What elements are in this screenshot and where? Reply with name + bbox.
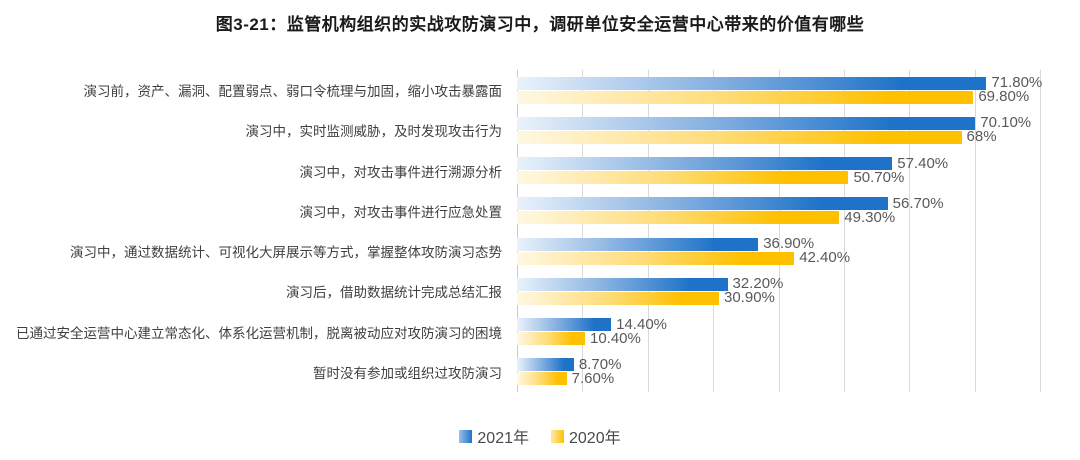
gridline-70 xyxy=(974,70,976,392)
category-label: 演习中，实时监测威胁，及时发现攻击行为 xyxy=(245,124,503,140)
bar-2020年-row8 xyxy=(517,372,567,386)
category-label: 演习中，对攻击事件进行溯源分析 xyxy=(299,164,503,180)
legend-swatch-2020-icon xyxy=(551,429,564,443)
bar-2020年-row6 xyxy=(517,291,719,305)
legend-item-2020: 2020年 xyxy=(551,424,621,448)
bar-2021年-row4 xyxy=(517,197,888,211)
value-label-2020年-row3: 50.70% xyxy=(853,168,905,186)
bar-2020年-row5 xyxy=(517,251,795,265)
legend-swatch-2021-icon xyxy=(459,429,473,443)
gridline-10 xyxy=(582,70,584,392)
category-label: 演习中，通过数据统计、可视化大屏展示等方式，掌握整体攻防演习态势 xyxy=(70,245,502,261)
value-label-2021年-row8: 8.70% xyxy=(578,355,622,373)
gridline-30 xyxy=(713,70,715,392)
value-label-2020年-row8: 7.60% xyxy=(571,369,615,387)
bar-2021年-row7 xyxy=(517,318,612,332)
value-label-2021年-row6: 32.20% xyxy=(732,275,784,293)
y-axis-line xyxy=(517,70,518,392)
value-label-2020年-row1: 69.80% xyxy=(978,88,1030,106)
legend: 2021年 2020年 xyxy=(0,424,1080,448)
value-label-2021年-row4: 56.70% xyxy=(892,194,944,212)
bar-2020年-row7 xyxy=(517,332,585,346)
gridline-80 xyxy=(1040,70,1041,392)
legend-label-2021: 2021年 xyxy=(477,430,529,447)
value-label-2020年-row7: 10.40% xyxy=(589,329,641,347)
gridline-20 xyxy=(647,70,649,392)
bar-2021年-row3 xyxy=(517,157,893,171)
bar-2020年-row2 xyxy=(517,130,962,144)
category-label: 演习中，对攻击事件进行应急处置 xyxy=(299,204,503,220)
category-label: 暂时没有参加或组织过攻防演习 xyxy=(313,365,502,381)
bar-2021年-row6 xyxy=(517,277,728,291)
gridline-60 xyxy=(909,70,911,392)
gridline-50 xyxy=(843,70,845,392)
value-label-2020年-row5: 42.40% xyxy=(799,249,851,267)
value-label-2021年-row7: 14.40% xyxy=(616,315,667,333)
bar-2020年-row3 xyxy=(517,171,849,185)
legend-item-2021: 2021年 xyxy=(459,424,529,448)
value-label-2020年-row6: 30.90% xyxy=(724,289,775,307)
value-label-2021年-row2: 70.10% xyxy=(980,114,1032,132)
category-label: 已通过安全运营中心建立常态化、体系化运营机制，脱离被动应对攻防演习的困境 xyxy=(16,325,502,341)
legend-label-2020: 2020年 xyxy=(569,430,621,447)
chart-title: 图3-21：监管机构组织的实战攻防演习中，调研单位安全运营中心带来的价值有哪些 xyxy=(215,15,865,34)
gridline-40 xyxy=(778,70,780,392)
category-label: 演习前，资产、漏洞、配置弱点、弱口令梳理与加固，缩小攻击暴露面 xyxy=(83,84,503,100)
bar-2021年-row5 xyxy=(517,237,759,251)
category-label: 演习后，借助数据统计完成总结汇报 xyxy=(286,285,502,301)
value-label-2020年-row4: 49.30% xyxy=(844,208,896,226)
bar-2021年-row1 xyxy=(517,76,987,90)
bar-2020年-row1 xyxy=(517,90,974,104)
value-label-2021年-row5: 36.90% xyxy=(763,235,815,253)
value-label-2020年-row2: 68% xyxy=(966,128,997,146)
bar-2021年-row8 xyxy=(517,358,574,372)
value-label-2021年-row1: 71.80% xyxy=(991,74,1043,92)
bar-2020年-row4 xyxy=(517,211,840,225)
bar-2021年-row2 xyxy=(517,116,976,130)
value-label-2021年-row3: 57.40% xyxy=(897,154,949,172)
